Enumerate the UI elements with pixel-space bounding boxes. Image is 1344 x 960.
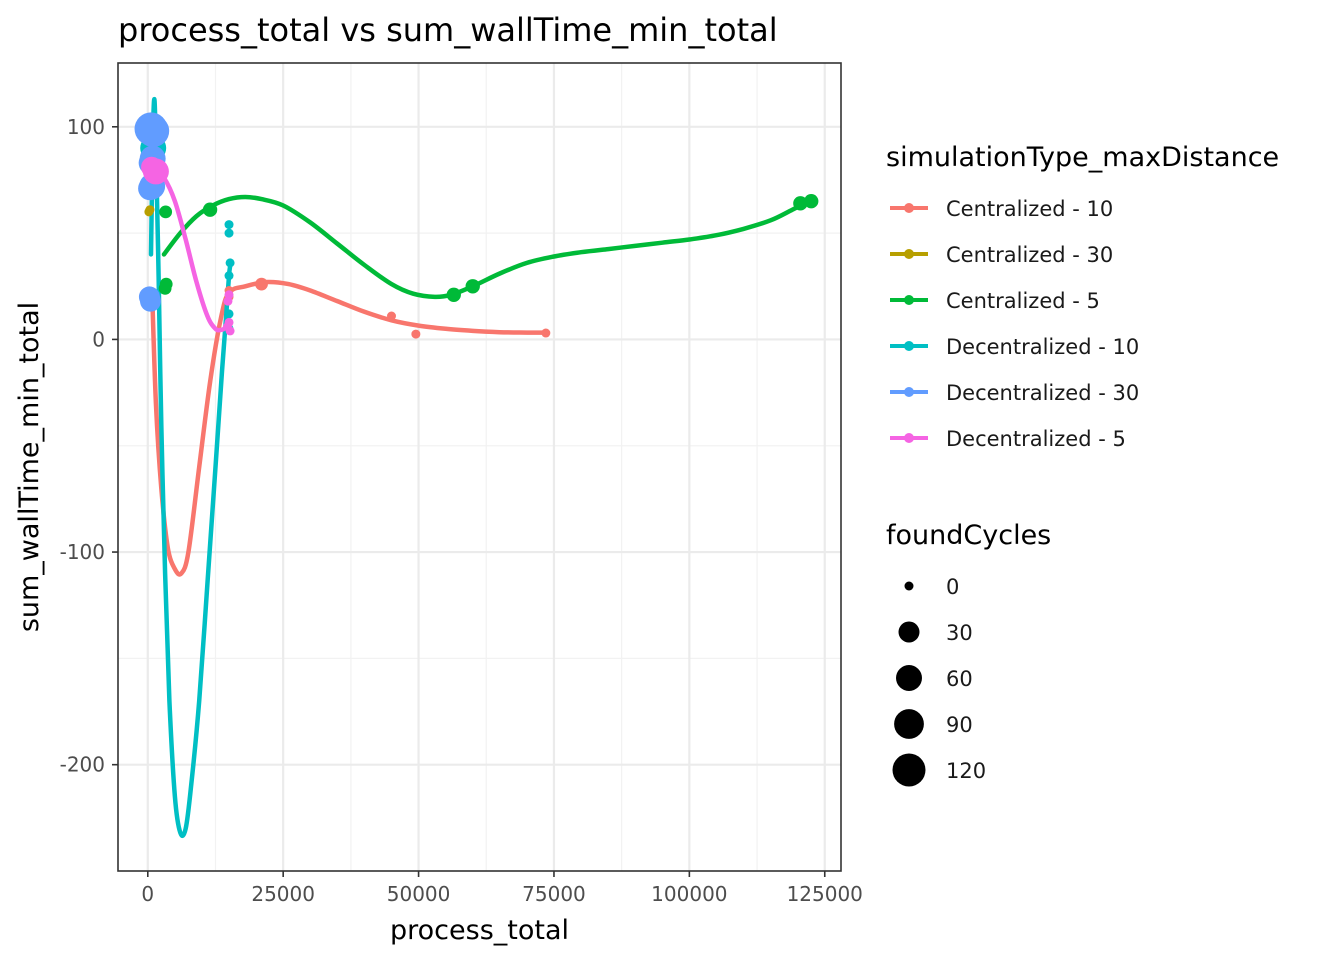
panel-border — [117, 62, 842, 872]
legend-label: Centralized - 30 — [946, 243, 1113, 267]
legend-key-point — [904, 249, 914, 259]
legend-label: Centralized - 10 — [946, 197, 1113, 221]
size-legend-key — [896, 665, 922, 691]
x-tick-label: 125000 — [787, 882, 863, 906]
legend-label: Decentralized - 5 — [946, 427, 1126, 451]
chart-title: process_total vs sum_wallTime_min_total — [118, 11, 778, 49]
legend-label: Decentralized - 10 — [946, 335, 1139, 359]
size-legend-key — [892, 753, 926, 787]
y-axis-title: sum_wallTime_min_total — [14, 302, 45, 632]
size-legend-label: 120 — [946, 759, 986, 783]
data-point — [465, 279, 480, 294]
data-point — [202, 202, 218, 217]
size-legend-label: 0 — [946, 575, 959, 599]
y-tick-label: -100 — [60, 540, 105, 564]
size-legend: foundCycles 0 30 60 90 120 — [886, 520, 1051, 787]
y-tick-label: -200 — [60, 753, 105, 777]
y-tick-label: 0 — [92, 327, 105, 351]
legend-label: Decentralized - 30 — [946, 381, 1139, 405]
x-axis-title: process_total — [390, 915, 569, 946]
data-point — [386, 311, 396, 321]
size-legend-key — [904, 581, 914, 591]
data-point — [224, 220, 234, 230]
color-legend: simulationType_maxDistance Centralized -… — [886, 142, 1279, 451]
x-tick-label: 100000 — [651, 882, 727, 906]
y-axis-ticks: -200 -100 0 100 — [60, 115, 118, 777]
legend-label: Centralized - 5 — [946, 289, 1100, 313]
data-point — [541, 328, 551, 338]
x-tick-label: 0 — [141, 882, 154, 906]
data-point — [224, 271, 234, 281]
x-axis-ticks: 0 25000 50000 75000 100000 125000 — [141, 871, 863, 906]
data-point — [793, 196, 808, 211]
data-point — [224, 290, 234, 300]
size-legend-key — [898, 621, 920, 643]
data-point — [137, 115, 170, 148]
x-tick-label: 50000 — [387, 882, 451, 906]
legend-key-point — [904, 387, 914, 397]
data-point — [225, 258, 235, 268]
data-point — [145, 205, 155, 215]
data-point — [255, 277, 268, 291]
data-point — [159, 277, 173, 291]
data-point — [225, 326, 235, 336]
legend-key-point — [904, 341, 914, 351]
data-point — [224, 228, 234, 238]
data-point — [411, 329, 421, 339]
legend-key-point — [904, 433, 914, 443]
x-tick-label: 25000 — [251, 882, 315, 906]
size-legend-label: 60 — [946, 667, 973, 691]
legend-key-point — [904, 295, 914, 305]
smooth-line — [149, 279, 549, 577]
data-point — [159, 205, 173, 219]
color-legend-title: simulationType_maxDistance — [886, 142, 1279, 173]
data-point — [804, 194, 819, 209]
x-tick-label: 75000 — [522, 882, 586, 906]
data-point — [141, 156, 163, 178]
data-point — [446, 287, 461, 302]
plot-panel — [117, 62, 842, 872]
y-tick-label: 100 — [67, 115, 105, 139]
legend-key-point — [904, 203, 914, 213]
size-legend-key — [894, 709, 924, 739]
data-point — [139, 290, 161, 312]
size-legend-label: 30 — [946, 621, 973, 645]
panel-background — [118, 63, 841, 871]
grid-major — [118, 63, 841, 871]
data-point — [224, 309, 234, 319]
size-legend-title: foundCycles — [886, 520, 1051, 551]
size-legend-label: 90 — [946, 713, 973, 737]
data-points — [134, 112, 819, 339]
